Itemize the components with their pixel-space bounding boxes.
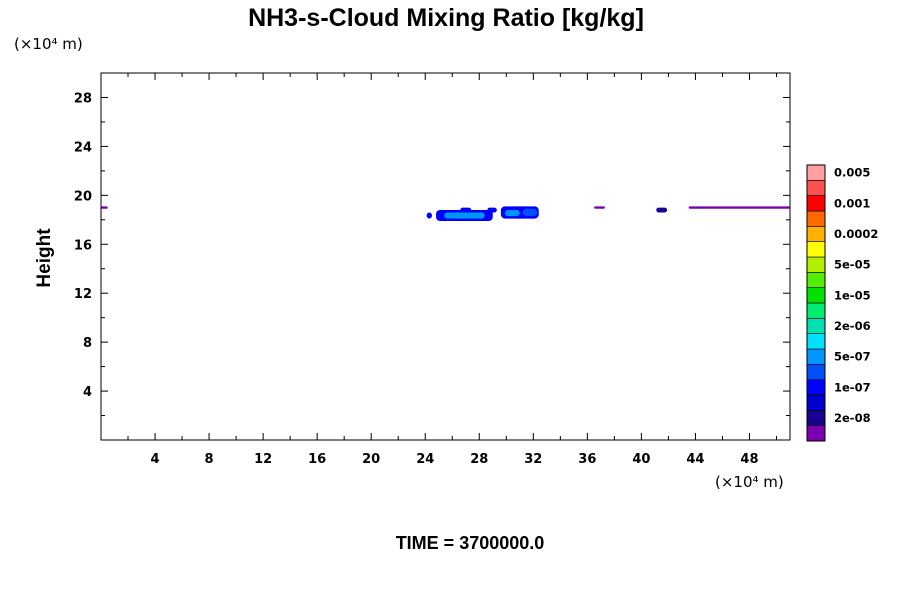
x-tick-label: 40 <box>632 452 650 467</box>
x-tick-label: 12 <box>254 452 272 467</box>
colorbar-label: 5e-07 <box>834 350 871 364</box>
contour-region-7 <box>504 210 520 217</box>
colorbar-label: 5e-05 <box>834 258 871 272</box>
x-tick-label: 36 <box>578 452 596 467</box>
y-unit-label: (×10⁴ m) <box>14 35 83 53</box>
colorbar-swatch <box>806 394 826 411</box>
colorbar-label: 2e-06 <box>834 319 871 333</box>
x-tick-label: 28 <box>470 452 488 467</box>
colorbar-swatch <box>806 348 826 365</box>
y-tick-label: 8 <box>83 336 92 351</box>
colorbar-swatch <box>806 180 826 196</box>
x-tick-label: 20 <box>362 452 380 467</box>
contour-region-0 <box>101 206 108 209</box>
plot-frame <box>100 72 791 441</box>
colorbar-label: 0.001 <box>834 196 870 210</box>
colorbar-swatch <box>806 272 826 288</box>
y-tick-label: 4 <box>83 385 92 400</box>
y-tick-label: 12 <box>74 287 92 302</box>
y-axis-ticks: 4 8 12 16 20 24 28 <box>74 91 790 417</box>
colorbar-swatch <box>806 256 826 273</box>
colorbar-swatch <box>806 333 826 350</box>
x-tick-label: 32 <box>524 452 542 467</box>
contour-region-3 <box>444 212 485 219</box>
x-unit-label: (×10⁴ m) <box>715 473 784 491</box>
y-tick-label: 28 <box>74 91 92 106</box>
colorbar-frame <box>806 164 826 442</box>
contour-region-11 <box>688 206 790 209</box>
x-axis-ticks: 4 8 12 16 20 24 28 32 36 40 44 48 <box>127 73 777 467</box>
colorbar-swatch <box>806 164 826 181</box>
plot-area <box>100 72 791 441</box>
contour-region-8 <box>522 208 538 217</box>
contour-region-10 <box>656 207 668 213</box>
contour-region-1 <box>426 212 432 219</box>
colorbar-swatch <box>806 226 826 242</box>
x-tick-label: 48 <box>740 452 758 467</box>
colorbar-label: 2e-08 <box>834 411 871 425</box>
colorbar: 2e-08 1e-07 5e-07 2e-06 1e-05 5e-05 0.0002 0.00… <box>806 164 878 442</box>
colorbar-label: 1e-05 <box>834 288 871 302</box>
x-tick-label: 44 <box>686 452 704 467</box>
contour-region-9 <box>594 206 605 209</box>
colorbar-label: 0.0002 <box>834 227 878 241</box>
x-tick-label: 16 <box>308 452 326 467</box>
x-tick-label: 8 <box>205 452 214 467</box>
colorbar-swatch <box>806 425 826 442</box>
colorbar-swatch <box>806 379 826 396</box>
colorbar-swatch <box>806 210 826 227</box>
colorbar-swatch <box>806 410 826 426</box>
contour-region-5 <box>487 207 497 213</box>
colorbar-swatch <box>806 302 826 319</box>
x-tick-label: 4 <box>151 452 160 467</box>
contour-region-4 <box>460 207 472 213</box>
x-tick-label: 24 <box>416 452 434 467</box>
colorbar-swatch <box>806 195 826 212</box>
colorbar-swatch <box>806 318 826 334</box>
colorbar-swatch <box>806 287 826 304</box>
colorbar-label: 1e-07 <box>834 380 871 394</box>
colorbar-label: 0.005 <box>834 166 870 180</box>
y-tick-label: 20 <box>74 189 92 204</box>
colorbar-swatch <box>806 364 826 380</box>
time-label: TIME = 3700000.0 <box>396 533 545 553</box>
chart-title: NH3-s-Cloud Mixing Ratio [kg/kg] <box>248 4 644 32</box>
colorbar-swatch <box>806 241 826 258</box>
y-axis-label: Height <box>34 228 55 288</box>
y-tick-label: 16 <box>74 238 92 253</box>
y-tick-label: 24 <box>74 140 92 155</box>
